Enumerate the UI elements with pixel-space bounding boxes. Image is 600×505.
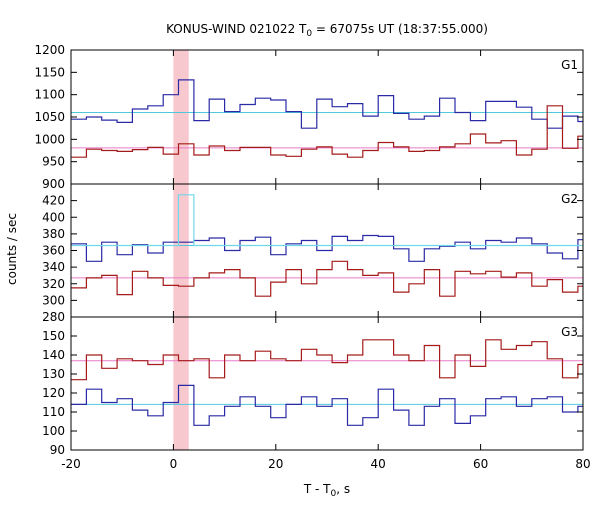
panel-g1-ytick-label: 1100 [34, 88, 65, 102]
panel-g1-frame [70, 49, 584, 185]
panel-g3-frame [70, 316, 584, 451]
panel-g2-ytick-label: 300 [42, 293, 65, 307]
panel-g1-series-red [71, 105, 583, 158]
panel-g3-series-blue [71, 384, 583, 426]
xlabel-sub: 0 [331, 489, 337, 499]
panel-g2-series-burst [71, 194, 583, 247]
chart-title: KONUS-WIND 021022 T0 = 67075s UT (18:37:… [166, 22, 488, 39]
title-rest: = 67075s UT (18:37:55.000) [312, 22, 488, 36]
x-axis-label: T - T0, s [303, 482, 350, 499]
plot-layer: 90095010001050110011501200G1280300320340… [34, 43, 590, 471]
title-main: KONUS-WIND 021022 T [166, 22, 307, 36]
x-tick-label: 20 [268, 457, 283, 471]
x-tick-label: 80 [575, 457, 590, 471]
panel-g3-ytick-label: 90 [50, 443, 65, 457]
panel-g3-ytick-label: 150 [42, 329, 65, 343]
xlabel-rest: , s [336, 482, 350, 496]
panel-g3-label: G3 [561, 325, 578, 339]
panel-g2-ytick-label: 360 [42, 244, 65, 258]
panel-g3-ytick-label: 120 [42, 386, 65, 400]
panel-g1-ytick-label: 1150 [34, 65, 65, 79]
panel-g2-ytick-label: 420 [42, 194, 65, 208]
y-axis-label: counts / sec [5, 213, 19, 285]
x-tick-label: 60 [473, 457, 488, 471]
panel-g1-ytick-label: 1050 [34, 110, 65, 124]
panel-g2-series-blue [71, 234, 583, 262]
burst-highlight-band [173, 50, 189, 450]
panel-g2-series-red [71, 260, 583, 297]
panel-g1-series-blue [71, 79, 583, 129]
panel-g3-ytick-label: 110 [42, 405, 65, 419]
panel-g1-ytick-label: 900 [42, 177, 65, 191]
panel-g3-ytick-label: 140 [42, 348, 65, 362]
x-tick-label: -20 [61, 457, 81, 471]
x-tick-label: 0 [170, 457, 178, 471]
panel-g2-ytick-label: 280 [42, 310, 65, 324]
panel-g1-label: G1 [561, 58, 578, 72]
xlabel-main: T - T [303, 482, 331, 496]
panel-g3-ytick-label: 130 [42, 367, 65, 381]
panel-g2-label: G2 [561, 192, 578, 206]
panel-g2-ytick-label: 320 [42, 277, 65, 291]
panel-g3-series-red [71, 339, 583, 381]
x-tick-label: 40 [371, 457, 386, 471]
panel-g3-ytick-label: 100 [42, 424, 65, 438]
panel-g1-ytick-label: 1200 [34, 43, 65, 57]
panel-g2-ytick-label: 380 [42, 227, 65, 241]
panel-g2-ytick-label: 340 [42, 260, 65, 274]
panel-g2-ytick-label: 400 [42, 210, 65, 224]
panel-g1-ytick-label: 950 [42, 155, 65, 169]
panel-g1-ytick-label: 1000 [34, 132, 65, 146]
title-sub: 0 [306, 29, 312, 39]
